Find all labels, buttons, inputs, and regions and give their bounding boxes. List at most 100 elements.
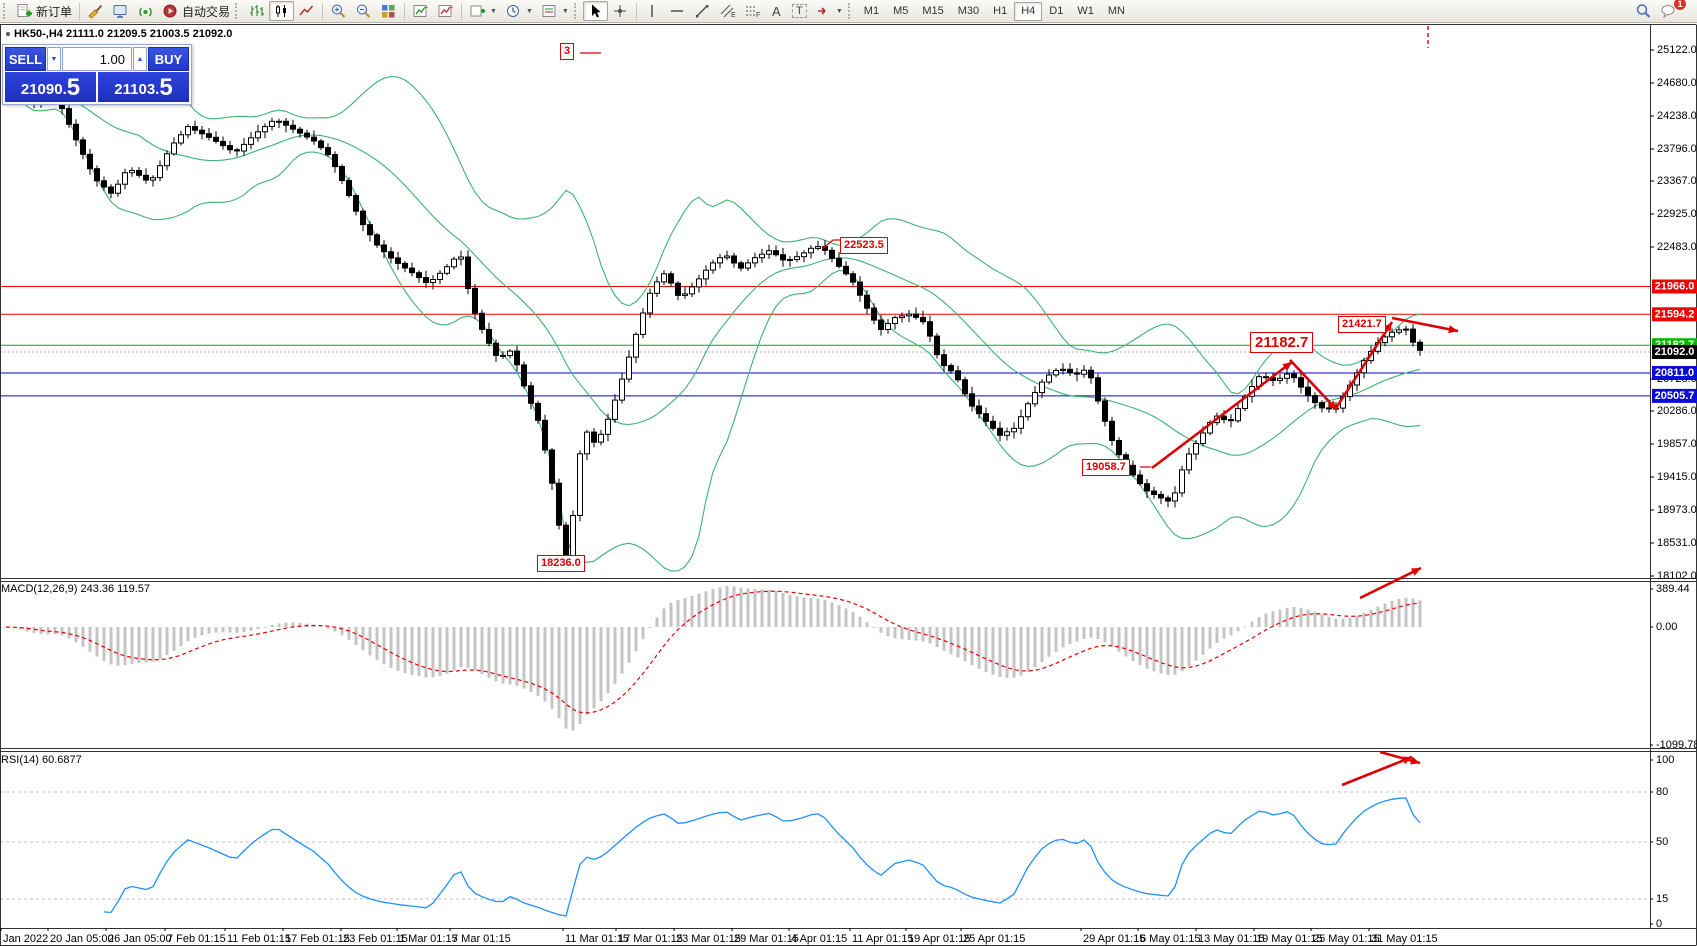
crosshair-icon — [613, 5, 626, 17]
sell-button[interactable]: SELL — [5, 47, 46, 71]
equidistant-channel-button[interactable]: E — [715, 1, 740, 21]
search-button[interactable] — [1631, 1, 1656, 21]
svg-text:20 Jan 05:00: 20 Jan 05:00 — [50, 933, 114, 945]
brush-icon — [88, 4, 103, 19]
svg-text:18973.0: 18973.0 — [1657, 504, 1697, 516]
zoom-out-button[interactable] — [351, 1, 376, 21]
svg-text:50: 50 — [1656, 836, 1668, 848]
price-annotation-label[interactable]: 19058.7 — [1082, 459, 1130, 476]
svg-text:29 Mar 01:15: 29 Mar 01:15 — [734, 933, 799, 945]
text-label-button[interactable]: T — [788, 1, 811, 21]
buy-price-pip: 5 — [159, 74, 173, 101]
price-level-lines — [0, 286, 1650, 397]
svg-text:18531.0: 18531.0 — [1657, 537, 1697, 549]
new-order-icon — [17, 4, 32, 17]
styler-button[interactable] — [83, 1, 108, 21]
period-dropdown[interactable]: ▼ — [501, 1, 537, 21]
svg-text:22925.0: 22925.0 — [1657, 208, 1697, 220]
vertical-line-button[interactable] — [640, 1, 665, 21]
price-annotation-label[interactable]: 21182.7 — [1250, 332, 1314, 353]
rsi-pane — [0, 791, 1650, 917]
price-annotation-label[interactable]: 18236.0 — [537, 555, 585, 572]
timeframe-button-m1[interactable]: M1 — [863, 5, 880, 17]
data-window-button[interactable] — [408, 1, 433, 21]
template-dropdown[interactable]: ▼ — [537, 1, 573, 21]
svg-text:24238.0: 24238.0 — [1657, 110, 1697, 122]
svg-text:19857.0: 19857.0 — [1657, 438, 1697, 450]
svg-text:389.44: 389.44 — [1656, 583, 1690, 595]
svg-text:23 Mar 01:15: 23 Mar 01:15 — [676, 933, 741, 945]
bar-chart-icon — [250, 5, 265, 16]
timeframe-button-m15[interactable]: M15 — [922, 5, 944, 17]
candlestick-chart-button[interactable] — [269, 1, 295, 21]
svg-text:17 Feb 01:15: 17 Feb 01:15 — [285, 933, 350, 945]
svg-text:Jan 2022: Jan 2022 — [3, 933, 48, 945]
toolbar-grip[interactable] — [847, 3, 854, 19]
timeframe-button-mn[interactable]: MN — [1107, 5, 1125, 17]
vertical-line-icon — [651, 5, 653, 17]
chevron-down-icon: ▼ — [525, 7, 533, 15]
horizontal-line-icon — [670, 10, 683, 12]
price-annotation-label[interactable]: 3 — [560, 43, 575, 60]
fibonacci-button[interactable]: F — [740, 1, 765, 21]
tile-windows-icon — [382, 5, 395, 18]
buy-price-main: 21103. — [114, 81, 160, 98]
signal-button[interactable] — [133, 1, 158, 21]
zoom-in-button[interactable] — [326, 1, 351, 21]
trendline-icon — [695, 5, 709, 18]
svg-text:19415.0: 19415.0 — [1657, 471, 1697, 483]
svg-text:4 Apr 01:15: 4 Apr 01:15 — [791, 933, 847, 945]
signal-icon — [139, 7, 152, 17]
toolbar-grip[interactable] — [235, 3, 241, 19]
indicator-window-button[interactable] — [433, 1, 458, 21]
price-annotation-label[interactable]: 21421.7 — [1338, 316, 1386, 333]
trendline-button[interactable] — [690, 1, 715, 21]
volume-down-button[interactable]: ▼ — [47, 47, 61, 71]
new-order-button[interactable]: 新订单 — [12, 1, 76, 21]
timeframe-button-d1[interactable]: D1 — [1049, 5, 1064, 17]
toolbar-grip[interactable] — [3, 3, 9, 19]
timeframe-button-m30[interactable]: M30 — [957, 5, 980, 17]
toolbar-grip[interactable] — [573, 3, 580, 19]
price-annotation-label[interactable]: 22523.5 — [840, 237, 888, 254]
auto-trading-button[interactable]: 自动交易 — [158, 1, 234, 21]
volume-up-button[interactable]: ▲ — [133, 47, 147, 71]
svg-text:20811.0: 20811.0 — [1655, 367, 1694, 379]
market-watch-button[interactable] — [108, 1, 133, 21]
timeframe-button-w1[interactable]: W1 — [1077, 5, 1094, 17]
bar-chart-button[interactable] — [244, 1, 269, 21]
timeframe-button-m5[interactable]: M5 — [893, 5, 909, 17]
svg-text:F: F — [756, 12, 760, 19]
volume-input[interactable]: 1.00 — [62, 47, 132, 71]
notification-count-badge: 1 — [1673, 0, 1687, 11]
line-chart-icon — [299, 5, 314, 16]
buy-price[interactable]: 21103. 5 — [98, 72, 189, 102]
main-toolbar: 新订单 自动交易 ▼ ▼ ▼ E F A T ▼ M1 M5 M15 M30 H1 H4 D… — [0, 0, 1697, 23]
svg-text:7 Mar 01:15: 7 Mar 01:15 — [452, 933, 511, 945]
new-order-label: 新订单 — [36, 4, 73, 19]
indicator-window-icon — [438, 5, 453, 17]
svg-text:19 May 01:15: 19 May 01:15 — [1256, 933, 1323, 945]
add-indicator-dropdown[interactable]: ▼ — [465, 1, 501, 21]
macd-label: MACD(12,26,9) 243.36 119.57 — [1, 583, 150, 595]
notifications-button[interactable]: 1 — [1656, 0, 1687, 21]
text-button[interactable]: A — [765, 1, 788, 21]
candlestick-chart-icon — [276, 5, 287, 17]
line-chart-button[interactable] — [294, 1, 319, 21]
buy-button[interactable]: BUY — [148, 47, 189, 71]
timeframe-group: M1 M5 M15 M30 H1 H4 D1 W1 MN — [857, 1, 1132, 21]
arrows-dropdown[interactable]: ▼ — [811, 1, 847, 21]
tile-windows-button[interactable] — [376, 1, 401, 21]
text-label-icon: T — [791, 4, 807, 18]
zoom-in-icon — [332, 4, 346, 18]
timeframe-button-h4[interactable]: H4 — [1014, 1, 1043, 21]
macd-pane — [4, 586, 1422, 731]
svg-text:18102.0: 18102.0 — [1657, 570, 1697, 582]
horizontal-line-button[interactable] — [665, 1, 690, 21]
sell-price[interactable]: 21090. 5 — [5, 72, 96, 102]
svg-text:21092.0: 21092.0 — [1655, 346, 1695, 358]
cursor-button[interactable] — [582, 1, 608, 21]
timeframe-button-h1[interactable]: H1 — [993, 5, 1008, 17]
crosshair-button[interactable] — [608, 1, 633, 21]
